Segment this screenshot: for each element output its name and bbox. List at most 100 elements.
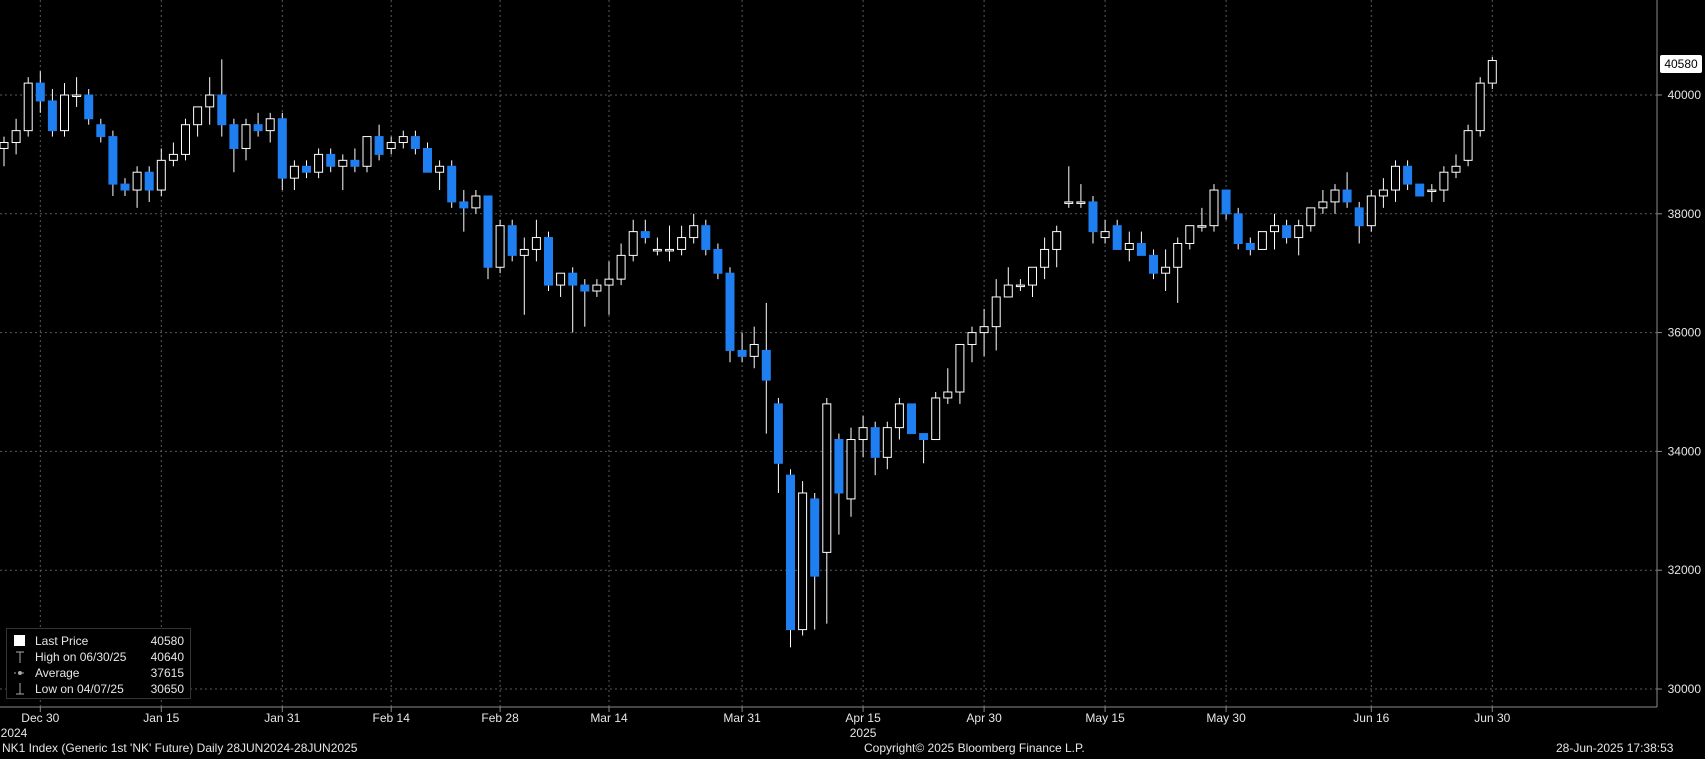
- candle: [1003, 267, 1013, 298]
- candle: [810, 492, 820, 630]
- candle-body-down: [1112, 225, 1122, 250]
- candle: [701, 219, 711, 256]
- legend-low: Low on 04/07/25 30650: [7, 681, 190, 697]
- candle-body-up: [1003, 284, 1013, 298]
- candle: [1233, 207, 1243, 250]
- candle: [628, 219, 638, 262]
- candle-body-down: [761, 349, 771, 381]
- candle-body-up: [193, 106, 203, 126]
- candle: [1463, 124, 1473, 167]
- candle: [943, 368, 953, 404]
- candle: [1354, 201, 1364, 244]
- candle-body-up: [11, 130, 21, 144]
- candle-body-up: [1294, 225, 1304, 239]
- candle-body-down: [919, 433, 929, 441]
- candle-body-up: [822, 403, 832, 553]
- candle: [1197, 207, 1207, 232]
- candle-body-up: [362, 136, 372, 167]
- candle-body-down: [786, 474, 795, 631]
- candle: [1161, 249, 1171, 292]
- candle-body-down: [1149, 254, 1158, 274]
- candle-body-up: [858, 427, 868, 441]
- legend-average-value: 37615: [150, 666, 184, 680]
- candle-body-up: [1391, 165, 1400, 191]
- candle-body-up: [616, 254, 626, 280]
- candle: [205, 77, 215, 125]
- candle-body-up: [289, 165, 299, 179]
- candle: [665, 225, 674, 262]
- candle-body-up: [943, 391, 953, 399]
- candle: [96, 118, 106, 143]
- candle: [156, 148, 166, 196]
- candle: [749, 326, 759, 369]
- candle-body-down: [544, 237, 553, 286]
- candle-body-down: [302, 165, 311, 173]
- candle: [1306, 207, 1316, 232]
- candle: [1427, 184, 1437, 202]
- candle-body-up: [1463, 130, 1473, 161]
- candle-body-up: [882, 427, 892, 458]
- candle-body-up: [156, 159, 166, 191]
- candle: [1112, 219, 1122, 250]
- candle: [11, 118, 21, 155]
- candle: [761, 302, 771, 434]
- y-tick-label: 38000: [1668, 207, 1702, 221]
- candle: [919, 433, 929, 464]
- candle-body-down: [701, 225, 711, 250]
- candle-body-down: [47, 100, 57, 132]
- candle: [580, 279, 590, 327]
- candle-body-up: [265, 118, 275, 132]
- candle-body-up: [931, 397, 941, 441]
- candle-body-up: [955, 343, 965, 393]
- candle-body-down: [1136, 243, 1146, 256]
- candle-body-up: [1439, 171, 1449, 191]
- candle: [1185, 225, 1195, 250]
- candle: [882, 421, 892, 470]
- candle: [870, 421, 880, 476]
- candle-body-up: [1318, 201, 1328, 209]
- candle-body-up: [798, 492, 808, 631]
- candle-body-down: [568, 272, 578, 286]
- candle-body-up: [1015, 284, 1025, 288]
- x-year-label: 2025: [850, 726, 877, 740]
- candle: [1475, 77, 1485, 137]
- candle-body-up: [556, 272, 566, 286]
- candle-body-up: [894, 403, 904, 429]
- candle: [604, 261, 614, 315]
- candle-body-up: [1427, 189, 1437, 193]
- candle: [0, 136, 9, 167]
- y-tick-label: 36000: [1668, 326, 1702, 340]
- candle: [193, 106, 203, 137]
- low-marker-icon: [16, 683, 24, 695]
- candle: [592, 279, 602, 297]
- candle-body-up: [1306, 207, 1316, 227]
- legend-high: High on 06/30/25 40640: [7, 649, 190, 665]
- candle: [955, 343, 965, 404]
- candle-body-up: [471, 195, 481, 209]
- candle: [338, 154, 348, 191]
- footer-copyright: Copyright© 2025 Bloomberg Finance L.P.: [864, 741, 1085, 755]
- candle: [1100, 219, 1110, 244]
- candle: [1257, 231, 1267, 250]
- candle: [786, 469, 795, 648]
- x-tick-label: Mar 14: [590, 711, 628, 725]
- candle: [23, 77, 33, 137]
- y-tick-label: 34000: [1668, 444, 1702, 458]
- candle-body-up: [1161, 266, 1171, 274]
- legend: Last Price 40580 High on 06/30/25 40640 …: [6, 628, 191, 699]
- candle: [737, 332, 747, 363]
- candle: [386, 136, 396, 155]
- candle-body-down: [713, 248, 723, 274]
- x-tick-label: Apr 30: [966, 711, 1002, 725]
- x-axis: Dec 30 Jan 15 Jan 31 Feb 14 Feb 28 Mar 14 Mar …: [1, 707, 1511, 740]
- candle: [1064, 166, 1074, 208]
- candle: [1221, 189, 1231, 220]
- candle: [217, 59, 227, 137]
- candle: [1318, 190, 1328, 214]
- candle-body-up: [689, 225, 699, 239]
- candle: [1028, 266, 1037, 297]
- candle: [1088, 195, 1098, 244]
- candle: [822, 397, 832, 624]
- candle: [398, 130, 408, 149]
